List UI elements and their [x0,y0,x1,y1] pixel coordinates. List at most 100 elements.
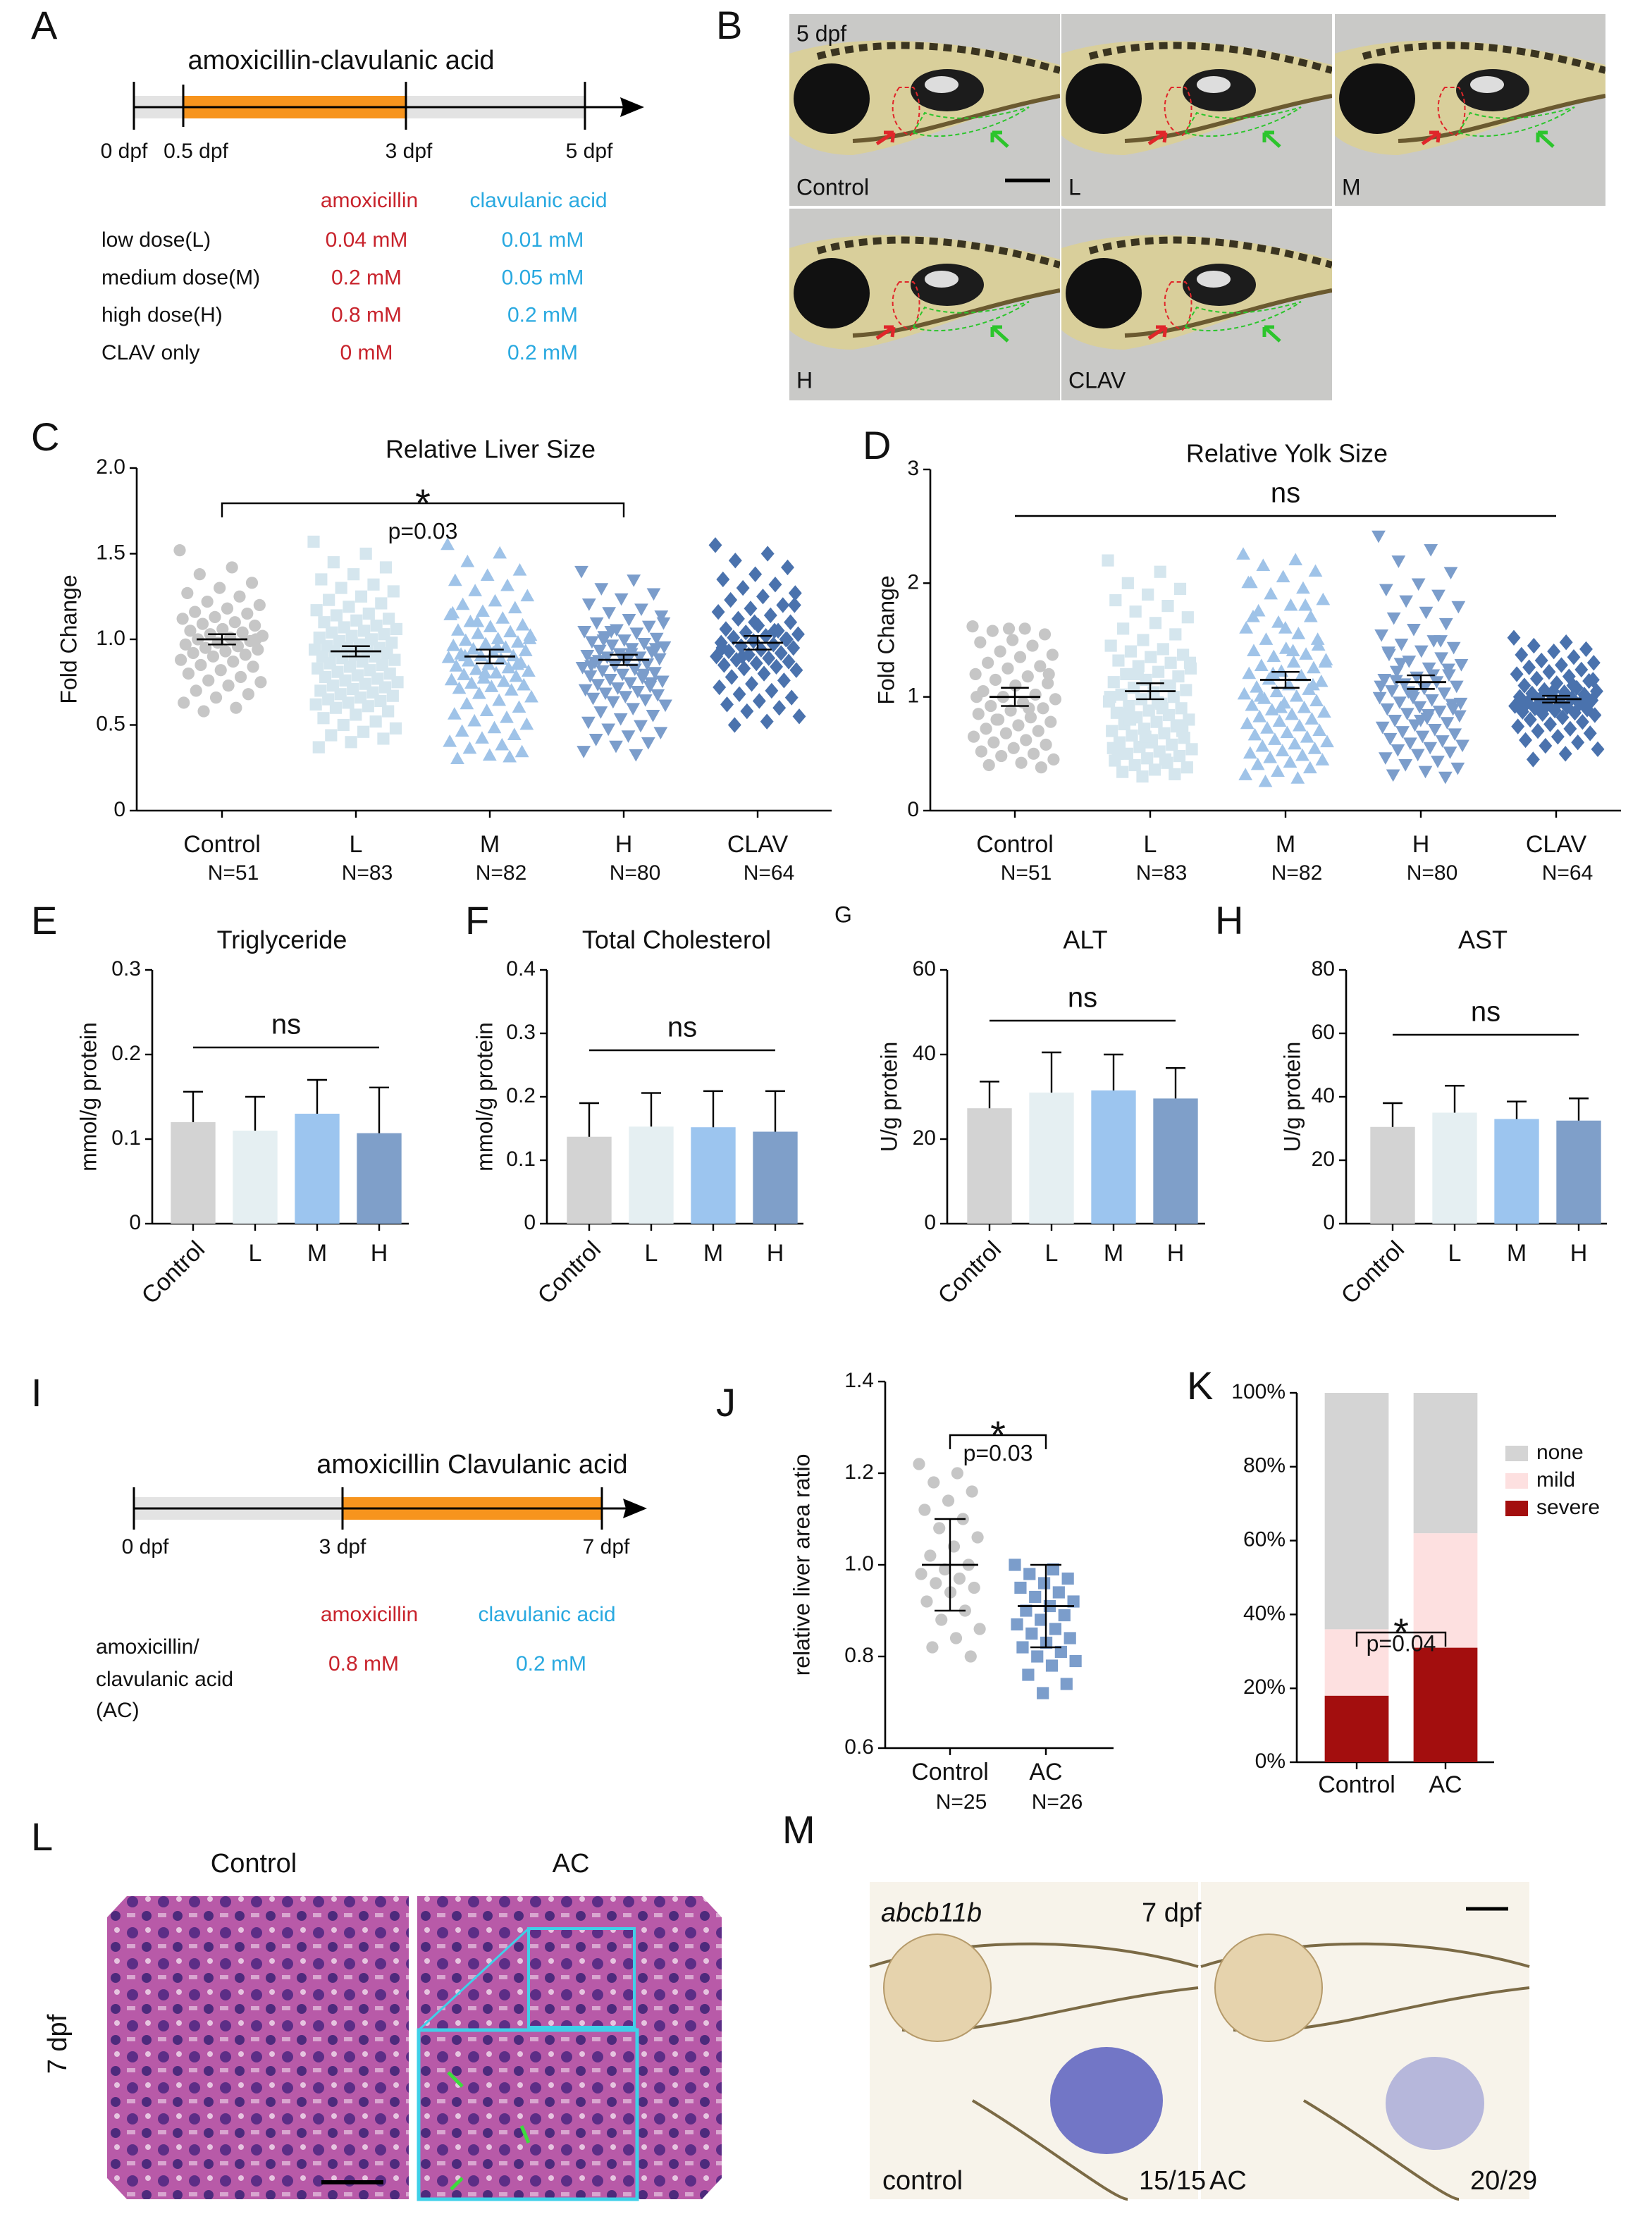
y-axis-label: U/g protein [1279,1042,1305,1152]
y-tick-label: 3 [907,457,919,480]
dot [1442,669,1456,682]
dot [1117,622,1130,635]
dot [974,636,987,648]
dot [1299,647,1314,660]
dot [1133,741,1146,754]
dot [1169,628,1182,641]
dot [1431,756,1445,768]
bar [357,1133,402,1224]
legend-swatch [1505,1501,1528,1516]
error-bar [1136,682,1164,701]
dot [1045,1659,1059,1672]
dot [1280,725,1295,739]
dot [578,684,593,697]
dot [1149,617,1162,629]
dot [577,746,591,758]
legend-label: none [1536,1441,1584,1464]
dot [781,559,794,576]
chart-title: Relative Liver Size [386,435,596,464]
dot [614,593,629,606]
dot [233,590,246,603]
error-bar [641,1092,661,1127]
dot [312,741,325,754]
error-bar [1507,1100,1527,1119]
dot [933,1522,946,1535]
dot [1437,687,1452,700]
n-label: N=82 [476,861,527,885]
dot [658,699,672,713]
dot [1314,674,1329,687]
dot [627,574,641,587]
dot [776,597,790,613]
dot [1515,646,1529,663]
dot [462,741,477,754]
dot [638,694,653,707]
error-bar [1383,1102,1403,1127]
dot [1455,739,1469,753]
timeline-axis [132,82,627,130]
dot [506,648,521,662]
dot [1374,629,1389,642]
eye [1214,1933,1323,2042]
dot [1152,665,1165,678]
error-bar [765,1090,785,1132]
dot [913,1458,925,1470]
dot [1181,611,1194,624]
dot [1104,691,1116,703]
dot [457,668,471,680]
dot [585,636,599,649]
dot [1511,718,1525,734]
dot [1037,1687,1049,1699]
dot [598,687,612,701]
bar-segment [1413,1393,1478,1534]
dot [1252,709,1267,723]
dot [763,607,777,624]
dot [1049,693,1062,706]
dot [350,708,362,721]
y-tick-label: 2 [907,570,919,594]
error-bar [1030,1563,1061,1649]
bar [629,1126,674,1224]
dot [1021,670,1034,683]
dot [187,646,199,660]
dot [241,607,254,620]
dot [1305,712,1319,725]
dot [711,603,725,620]
dot [1431,589,1446,603]
dot [345,736,357,749]
dot [483,620,498,632]
dot [951,1467,963,1480]
dot [791,626,805,642]
n-label: N=82 [1271,861,1323,885]
dot [1434,652,1449,665]
dot [1526,751,1540,768]
dot [727,717,741,733]
dot [471,626,486,639]
dot [443,734,457,747]
dot [1450,762,1465,775]
dot [515,617,530,631]
error-bar [369,1086,389,1133]
dot [1121,747,1133,760]
dot [1022,1668,1035,1681]
dot [450,751,464,764]
row-label: high dose(H) [101,304,223,327]
annotation: ns [1271,478,1300,509]
bar [1494,1119,1539,1224]
dot [197,705,210,718]
dot [1448,728,1462,742]
dot [1530,670,1543,687]
dot [949,1632,963,1644]
dot [1434,635,1448,648]
dot [1109,594,1122,607]
dot [520,589,535,602]
dot [1157,643,1169,656]
image-label: L [1068,174,1081,199]
dot [768,577,782,593]
column-header: amoxicillin [321,1603,418,1626]
dot [982,758,995,772]
dot [1006,634,1019,646]
dot [1288,737,1302,750]
dot [1385,685,1399,698]
dot [1295,748,1309,761]
